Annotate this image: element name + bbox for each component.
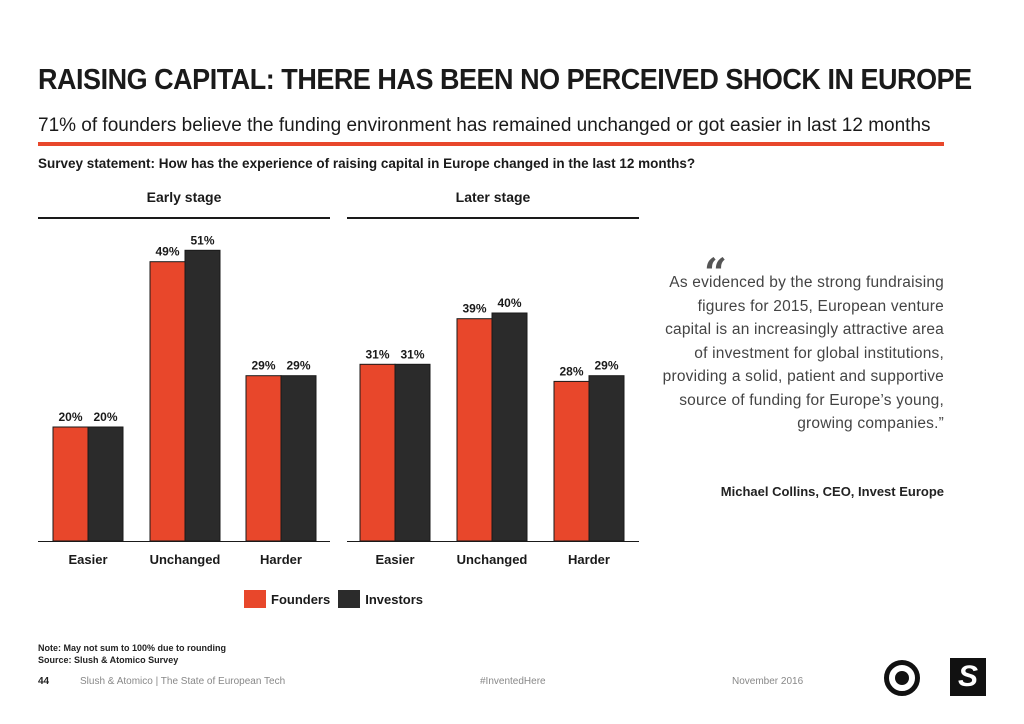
survey-statement: Survey statement: How has the experience… bbox=[38, 156, 696, 171]
later-value-label-founders-easier: 31% bbox=[365, 347, 389, 361]
early-bar-investors-harder bbox=[280, 375, 317, 542]
early-stage-title: Early stage bbox=[146, 189, 222, 205]
later-value-label-investors-unchanged: 40% bbox=[497, 296, 521, 310]
page-subtitle: 71% of founders believe the funding envi… bbox=[38, 115, 931, 136]
early-category-label-easier: Easier bbox=[68, 552, 107, 567]
later-value-label-investors-easier: 31% bbox=[400, 347, 424, 361]
early-value-label-investors-unchanged: 51% bbox=[190, 233, 214, 247]
later-bar-investors-easier bbox=[394, 363, 431, 542]
early-value-label-founders-unchanged: 49% bbox=[155, 245, 179, 259]
early-category-label-harder: Harder bbox=[260, 552, 302, 567]
legend-label-founders: Founders bbox=[271, 591, 331, 607]
legend-item-founders: Founders bbox=[244, 590, 330, 608]
later-bar-investors-unchanged bbox=[491, 312, 528, 542]
later-bar-founders-harder bbox=[553, 380, 590, 542]
early-bar-founders-harder bbox=[245, 375, 282, 542]
later-bar-founders-easier bbox=[359, 363, 396, 542]
slush-logo-icon bbox=[884, 660, 920, 696]
later-category-label-unchanged: Unchanged bbox=[457, 552, 528, 567]
later-stage-title: Later stage bbox=[455, 189, 531, 205]
chart-legend: Founders Investors bbox=[244, 590, 431, 608]
source-note: Source: Slush & Atomico Survey bbox=[38, 655, 179, 665]
page-title: RAISING CAPITAL: THERE HAS BEEN NO PERCE… bbox=[38, 64, 972, 96]
publication-date: November 2016 bbox=[732, 676, 804, 687]
later-category-label-easier: Easier bbox=[375, 552, 414, 567]
legend-label-investors: Investors bbox=[365, 591, 424, 607]
later-bar-investors-harder bbox=[588, 375, 625, 542]
early-bar-founders-easier bbox=[52, 426, 89, 542]
quote-author: Michael Collins, CEO, Invest Europe bbox=[720, 484, 944, 499]
early-category-label-unchanged: Unchanged bbox=[150, 552, 221, 567]
quote-text: As evidenced by the strong fundraising f… bbox=[662, 274, 944, 432]
later-value-label-founders-harder: 28% bbox=[559, 364, 583, 378]
publication-name: Slush & Atomico | The State of European … bbox=[80, 676, 286, 687]
legend-swatch-founders bbox=[244, 590, 266, 608]
early-bar-investors-unchanged bbox=[184, 249, 221, 542]
early-stage-rule bbox=[38, 217, 330, 219]
page-number: 44 bbox=[38, 676, 50, 687]
early-value-label-founders-harder: 29% bbox=[251, 359, 275, 373]
later-category-label-harder: Harder bbox=[568, 552, 610, 567]
legend-swatch-investors bbox=[338, 590, 361, 608]
later-value-label-investors-harder: 29% bbox=[594, 359, 618, 373]
atomico-logo-icon: S bbox=[950, 658, 986, 696]
hashtag: #InventedHere bbox=[480, 676, 546, 687]
later-value-label-founders-unchanged: 39% bbox=[462, 302, 486, 316]
rounding-note: Note: May not sum to 100% due to roundin… bbox=[38, 643, 227, 653]
later-stage-rule bbox=[347, 217, 639, 219]
early-bar-founders-unchanged bbox=[149, 261, 186, 542]
quote-mark-icon: “ bbox=[704, 250, 728, 297]
early-value-label-founders-easier: 20% bbox=[58, 410, 82, 424]
early-value-label-investors-easier: 20% bbox=[93, 410, 117, 424]
later-bar-founders-unchanged bbox=[456, 318, 493, 542]
accent-divider bbox=[38, 142, 944, 146]
early-value-label-investors-harder: 29% bbox=[286, 359, 310, 373]
early-bar-investors-easier bbox=[87, 426, 124, 542]
legend-item-investors: Investors bbox=[338, 590, 423, 608]
